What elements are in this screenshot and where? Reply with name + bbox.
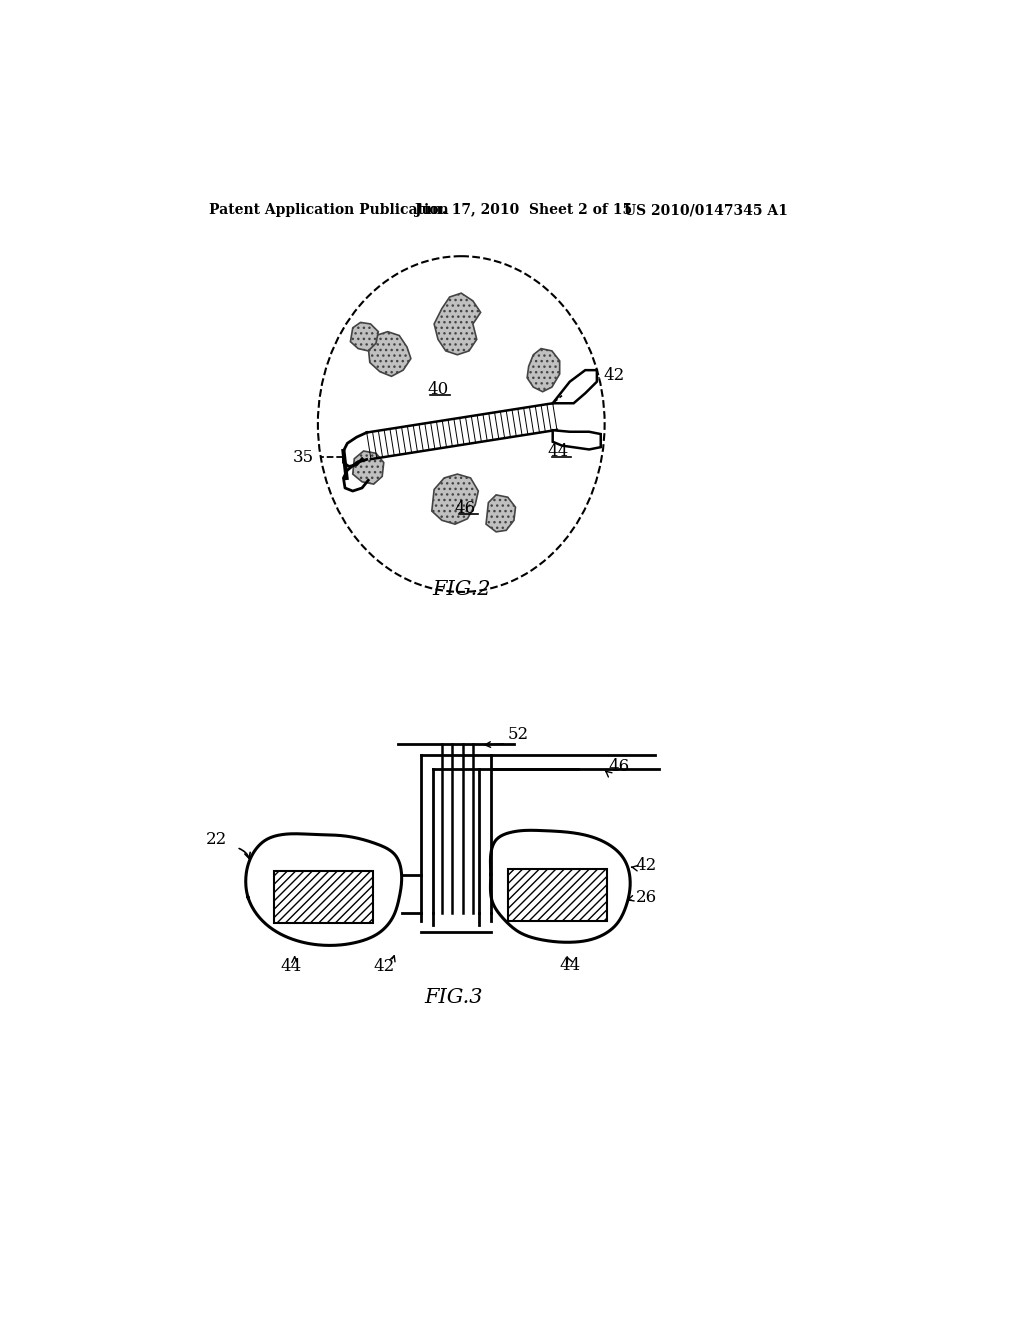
Text: Jun. 17, 2010  Sheet 2 of 15: Jun. 17, 2010 Sheet 2 of 15 xyxy=(415,203,632,216)
Polygon shape xyxy=(367,404,557,459)
Polygon shape xyxy=(350,322,378,351)
Text: US 2010/0147345 A1: US 2010/0147345 A1 xyxy=(624,203,787,216)
Text: 44: 44 xyxy=(548,442,568,459)
Polygon shape xyxy=(434,293,480,355)
Text: 22: 22 xyxy=(206,832,227,849)
Bar xyxy=(273,871,373,923)
Text: 44: 44 xyxy=(281,958,301,975)
Text: 40: 40 xyxy=(427,381,449,397)
Text: FIG.3: FIG.3 xyxy=(424,989,482,1007)
Text: 35: 35 xyxy=(293,449,314,466)
Text: 42: 42 xyxy=(373,958,394,975)
Text: 46: 46 xyxy=(455,500,476,517)
Polygon shape xyxy=(553,430,601,449)
Polygon shape xyxy=(553,370,597,404)
Text: 42: 42 xyxy=(604,367,625,384)
Text: 42: 42 xyxy=(636,857,656,874)
Text: 26: 26 xyxy=(636,890,656,906)
Bar xyxy=(508,869,607,921)
Polygon shape xyxy=(432,474,478,524)
Text: 52: 52 xyxy=(508,726,528,743)
Text: 44: 44 xyxy=(559,957,581,974)
Text: Patent Application Publication: Patent Application Publication xyxy=(209,203,449,216)
Text: 46: 46 xyxy=(608,758,630,775)
Polygon shape xyxy=(352,451,384,484)
Polygon shape xyxy=(527,348,560,392)
Polygon shape xyxy=(486,495,515,532)
Text: FIG.2: FIG.2 xyxy=(432,579,490,599)
Polygon shape xyxy=(369,331,411,376)
